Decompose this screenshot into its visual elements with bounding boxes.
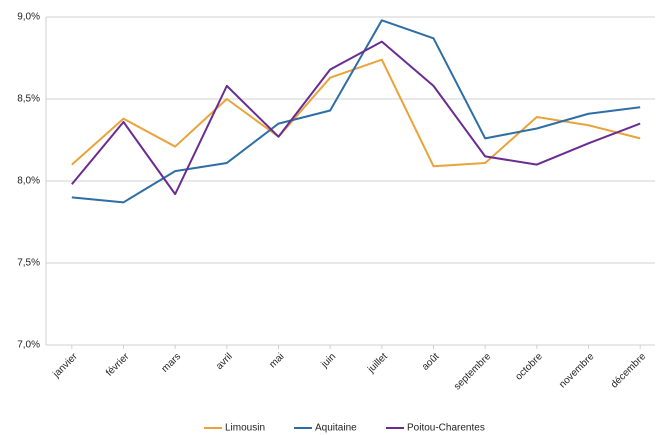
legend-label: Limousin bbox=[225, 423, 265, 434]
x-tick-label: mai bbox=[267, 351, 286, 370]
y-tick-label: 8,0% bbox=[17, 176, 40, 187]
legend-label: Aquitaine bbox=[315, 423, 357, 434]
x-tick-label: mars bbox=[160, 351, 184, 375]
y-tick-label: 7,5% bbox=[17, 258, 40, 269]
x-tick-label: août bbox=[420, 351, 442, 373]
legend-label: Poitou-Charentes bbox=[407, 423, 485, 434]
y-tick-label: 7,0% bbox=[17, 340, 40, 351]
series-line bbox=[71, 40, 641, 196]
x-tick-label: septembre bbox=[452, 351, 493, 392]
x-tick-label: février bbox=[104, 351, 132, 379]
x-tick-label: avril bbox=[214, 351, 235, 372]
x-tick-label: janvier bbox=[50, 351, 80, 381]
x-tick-label: novembre bbox=[557, 351, 597, 391]
x-tick-label: décembre bbox=[609, 351, 649, 391]
series-line bbox=[71, 19, 641, 204]
x-tick-label: juin bbox=[319, 351, 339, 371]
x-tick-label: juillet bbox=[365, 351, 390, 376]
series-line bbox=[71, 58, 641, 168]
y-tick-label: 8,5% bbox=[17, 94, 40, 105]
x-tick-label: octobre bbox=[513, 351, 545, 383]
y-tick-label: 9,0% bbox=[17, 12, 40, 23]
